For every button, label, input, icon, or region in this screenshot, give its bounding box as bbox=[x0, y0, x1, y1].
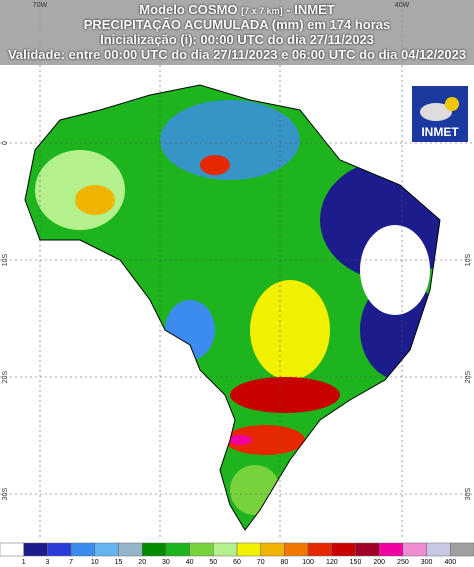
header-line: PRECIPITAÇÃO ACUMULADA (mm) em 174 horas bbox=[83, 17, 391, 32]
logo-text: INMET bbox=[421, 125, 459, 139]
latitude-label: 20S bbox=[465, 370, 472, 383]
legend-label: 250 bbox=[397, 559, 409, 566]
legend-swatch bbox=[165, 542, 190, 557]
legend-swatch bbox=[402, 542, 427, 557]
legend-label: 70 bbox=[257, 559, 265, 566]
logo-sun bbox=[445, 97, 459, 111]
header-line: Inicialização (i): 00:00 UTC do dia 27/1… bbox=[100, 32, 374, 47]
latitude-label: 20S bbox=[2, 370, 9, 383]
legend-swatch bbox=[355, 542, 380, 557]
latitude-label: 10S bbox=[465, 253, 472, 266]
longitude-label: 70W bbox=[33, 2, 48, 9]
legend-label: 60 bbox=[233, 559, 241, 566]
legend-label: 200 bbox=[373, 559, 385, 566]
legend-swatch bbox=[23, 542, 48, 557]
country-outline bbox=[24, 84, 441, 531]
legend-label: 100 bbox=[302, 559, 314, 566]
legend-swatch bbox=[47, 542, 72, 557]
header-text: - INMET bbox=[286, 2, 335, 17]
legend-swatch bbox=[236, 542, 261, 557]
legend-label: 3 bbox=[45, 559, 49, 566]
legend-label: 15 bbox=[115, 559, 123, 566]
legend-swatch bbox=[118, 542, 143, 557]
legend-label: 120 bbox=[326, 559, 338, 566]
legend-swatch bbox=[450, 542, 474, 557]
legend-swatch bbox=[426, 542, 451, 557]
legend-label: 50 bbox=[209, 559, 217, 566]
legend-swatch bbox=[189, 542, 214, 557]
header-line: Modelo COSMO [7 x 7 km] - INMET bbox=[0, 2, 474, 19]
graticule bbox=[0, 0, 474, 540]
legend-swatch bbox=[0, 542, 24, 557]
legend-swatch bbox=[284, 542, 309, 557]
latitude-label: 10S bbox=[2, 253, 9, 266]
latitude-label: 0 bbox=[2, 141, 9, 145]
legend-swatch bbox=[213, 542, 238, 557]
header-band bbox=[0, 0, 474, 65]
legend-label: 10 bbox=[91, 559, 99, 566]
legend-swatch bbox=[94, 542, 119, 557]
legend-swatch bbox=[307, 542, 333, 557]
legend-swatch bbox=[378, 542, 404, 557]
legend-swatch bbox=[331, 542, 356, 557]
latitude-label: 30S bbox=[2, 487, 9, 500]
legend-swatch bbox=[70, 542, 96, 557]
legend-swatch bbox=[260, 542, 285, 557]
legend-label: 30 bbox=[162, 559, 170, 566]
legend-label: 7 bbox=[69, 559, 73, 566]
legend-swatch bbox=[141, 542, 167, 557]
legend-label: 1 bbox=[22, 559, 26, 566]
legend-label: 300 bbox=[421, 559, 433, 566]
legend-label: 20 bbox=[138, 559, 146, 566]
longitude-label: 40W bbox=[395, 2, 410, 9]
latitude-label: 30S bbox=[465, 487, 472, 500]
legend-label: 40 bbox=[186, 559, 194, 566]
legend-label: 80 bbox=[281, 559, 289, 566]
header-small: [7 x 7 km] bbox=[241, 6, 283, 16]
legend-label: 400 bbox=[444, 559, 456, 566]
header-line: Validade: entre 00:00 UTC do dia 27/11/2… bbox=[7, 47, 467, 62]
header-text: Modelo COSMO bbox=[139, 2, 238, 17]
legend-label: 150 bbox=[350, 559, 362, 566]
logo-cloud bbox=[420, 103, 452, 121]
